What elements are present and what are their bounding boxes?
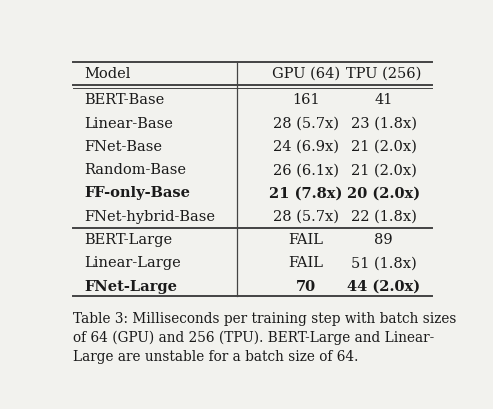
Text: FAIL: FAIL: [288, 256, 323, 270]
Text: 20 (2.0x): 20 (2.0x): [347, 187, 420, 200]
Text: Linear-Large: Linear-Large: [85, 256, 181, 270]
Text: FAIL: FAIL: [288, 233, 323, 247]
Text: 28 (5.7x): 28 (5.7x): [273, 210, 339, 224]
Text: Model: Model: [85, 67, 131, 81]
Text: BERT-Base: BERT-Base: [85, 93, 165, 107]
Text: 51 (1.8x): 51 (1.8x): [351, 256, 417, 270]
Text: FNet-hybrid-Base: FNet-hybrid-Base: [85, 210, 215, 224]
Text: FNet-Base: FNet-Base: [85, 140, 163, 154]
Text: TPU (256): TPU (256): [346, 67, 421, 81]
Text: Table 3: Milliseconds per training step with batch sizes
of 64 (GPU) and 256 (TP: Table 3: Milliseconds per training step …: [73, 312, 457, 364]
Text: 21 (2.0x): 21 (2.0x): [351, 140, 417, 154]
Text: Linear-Base: Linear-Base: [85, 117, 174, 130]
Text: 26 (6.1x): 26 (6.1x): [273, 163, 339, 177]
Text: 41: 41: [374, 93, 393, 107]
Text: 24 (6.9x): 24 (6.9x): [273, 140, 339, 154]
Text: 161: 161: [292, 93, 319, 107]
Text: 28 (5.7x): 28 (5.7x): [273, 117, 339, 130]
Text: FF-only-Base: FF-only-Base: [85, 187, 191, 200]
Text: 21 (2.0x): 21 (2.0x): [351, 163, 417, 177]
Text: 23 (1.8x): 23 (1.8x): [351, 117, 417, 130]
Text: 70: 70: [295, 280, 316, 294]
Text: Random-Base: Random-Base: [85, 163, 186, 177]
Text: 44 (2.0x): 44 (2.0x): [347, 280, 420, 294]
Text: FNet-Large: FNet-Large: [85, 280, 177, 294]
Text: GPU (64): GPU (64): [272, 67, 340, 81]
Text: BERT-Large: BERT-Large: [85, 233, 173, 247]
Text: 21 (7.8x): 21 (7.8x): [269, 187, 342, 200]
Text: 89: 89: [374, 233, 393, 247]
Text: 22 (1.8x): 22 (1.8x): [351, 210, 417, 224]
